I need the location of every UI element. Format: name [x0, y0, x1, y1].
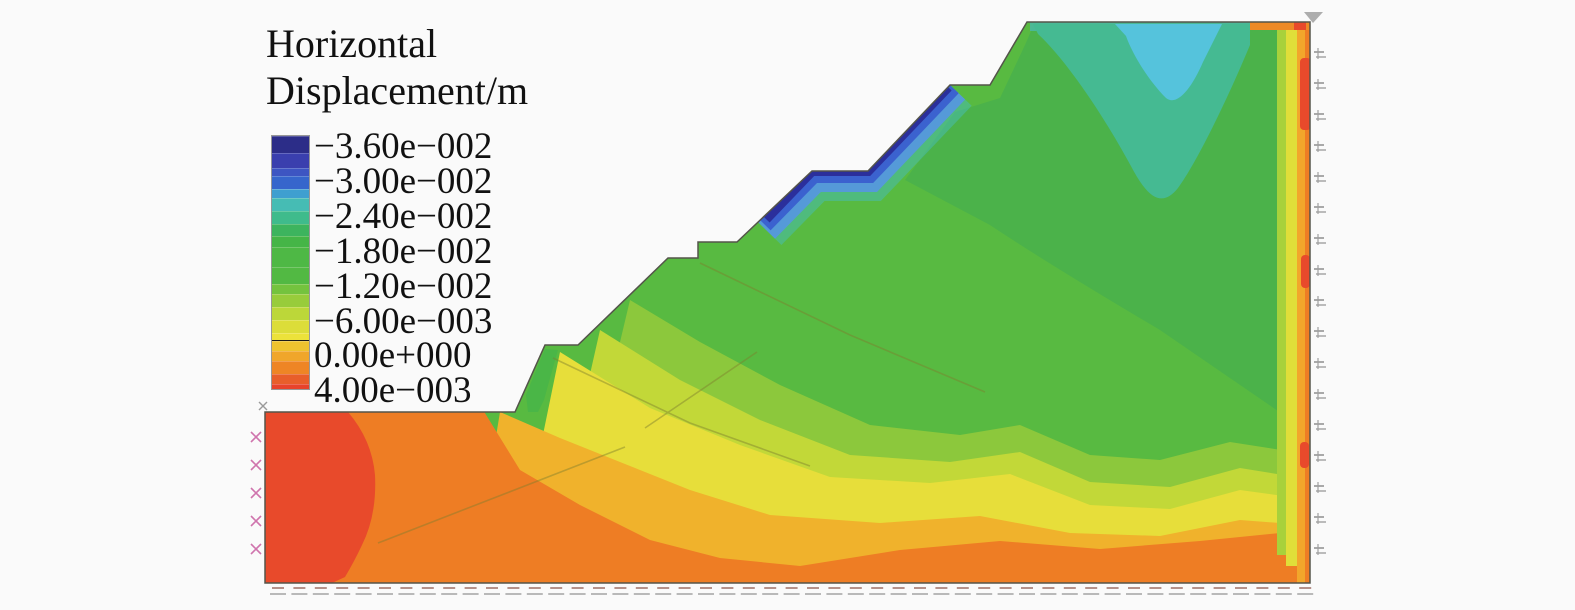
joint-line-1 [552, 357, 811, 467]
colorbar-stripe [272, 188, 309, 198]
band-orange [265, 405, 1310, 583]
legend-level-label: 4.00e−003 [314, 370, 472, 412]
legend-level-label: −2.40e−002 [314, 195, 493, 237]
legend-level-label: −6.00e−003 [314, 300, 493, 342]
joint-lines [377, 262, 986, 544]
right-strip-orange [1305, 22, 1310, 583]
cyan-pocket [1115, 24, 1222, 101]
colorbar-stripe [272, 294, 309, 308]
legend-title: Horizontal Displacement/m [266, 20, 528, 114]
colorbar-stripe [272, 284, 309, 295]
colorbar-stripe [272, 351, 309, 362]
legend-title-line2: Displacement/m [266, 68, 529, 113]
right-strip-red-blob-1 [1300, 58, 1310, 130]
top-edge-orange-strip [1250, 22, 1310, 30]
toe-green-patch [526, 349, 558, 412]
colorbar-stripe [272, 340, 309, 352]
left-boundary-markers [250, 401, 268, 555]
colorbar-stripe [272, 307, 309, 321]
colorbar-stripe [272, 197, 309, 211]
colorbar-stripe [272, 167, 309, 176]
colorbar-stripe [272, 361, 309, 375]
bottom-boundary-markers [270, 587, 1314, 595]
legend-level-label: 0.00e+000 [314, 335, 472, 377]
boundary-tick [250, 459, 262, 471]
right-boundary-markers [1314, 48, 1326, 555]
colorbar-stripe [272, 175, 309, 189]
right-strip-red-blob-2 [1301, 255, 1310, 288]
colorbar-stripe [272, 136, 309, 153]
legend-level-label: −3.60e−002 [314, 126, 493, 167]
right-strip-yellow-green [1277, 30, 1286, 555]
colorbar-stripe [272, 320, 309, 334]
colorbar-stripe [272, 384, 309, 389]
right-strip-gold [1297, 30, 1305, 583]
colorbar-stripe [272, 223, 309, 236]
legend-level-label: −1.80e−002 [314, 230, 493, 272]
joint-line-3 [377, 446, 626, 544]
colorbar-stripe [272, 374, 309, 385]
colorbar-stripe [272, 235, 309, 247]
legend-level-label: −1.20e−002 [314, 265, 493, 307]
band-red-positive [265, 412, 376, 583]
joint-line-2 [699, 262, 986, 393]
right-strip-red-blob-3 [1300, 442, 1309, 468]
boundary-tick [250, 487, 262, 499]
boundary-tick [258, 401, 268, 411]
model-outline [264, 21, 1311, 584]
boundary-tick [250, 515, 262, 527]
colorbar-stripe [272, 152, 309, 168]
corner-flag-icon [1304, 12, 1323, 23]
boundary-tick [250, 543, 262, 555]
colorbar-stripe [272, 210, 309, 224]
right-strip-red-top [1294, 22, 1306, 30]
right-strip-yellow [1286, 26, 1297, 566]
boundary-tick [250, 431, 262, 443]
legend-level-label: −3.00e−002 [314, 160, 493, 202]
colorbar-stripe [272, 333, 309, 341]
legend-title-line1: Horizontal [266, 21, 438, 66]
colorbar-stripe [272, 266, 309, 285]
joint-line-4 [644, 351, 758, 429]
legend-colorbar [271, 135, 310, 390]
colorbar-stripe [272, 246, 309, 267]
